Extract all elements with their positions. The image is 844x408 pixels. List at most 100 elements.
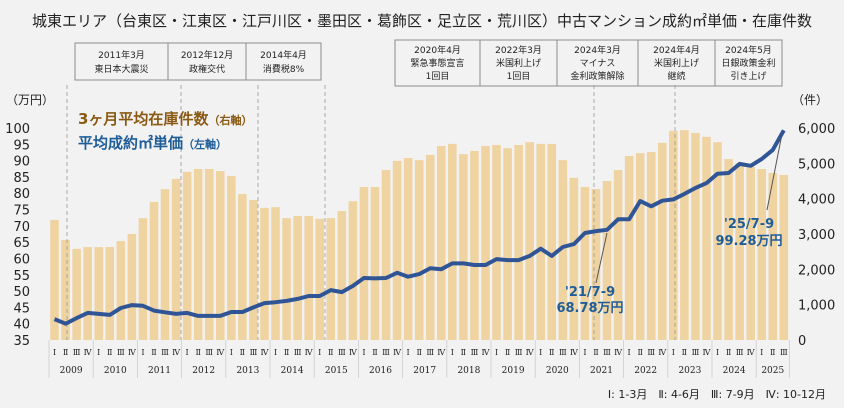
bar-inventory <box>503 148 512 340</box>
line-series-price <box>53 129 786 326</box>
quarter-tick: Ⅰ <box>230 348 233 357</box>
event-label: 米国利上げ <box>654 57 699 69</box>
event-label: 1回目 <box>507 71 531 82</box>
quarter-tick: Ⅳ <box>747 348 756 357</box>
quarter-tick: Ⅲ <box>382 348 390 357</box>
quarter-tick: Ⅱ <box>726 348 731 357</box>
annotation-leader-2025 <box>766 133 783 211</box>
event-date: 2012年12月 <box>181 49 233 61</box>
bar-inventory <box>536 143 546 340</box>
quarter-tick: Ⅱ <box>416 348 421 357</box>
bar-inventory <box>204 168 214 340</box>
bar-inventory <box>260 207 269 340</box>
right-axis-tick: 2,000 <box>798 263 835 278</box>
left-axis-tick: 100 <box>5 122 30 137</box>
right-axis-tick: 3,000 <box>798 228 835 243</box>
left-axis-tick: 80 <box>13 187 30 202</box>
quarter-tick: Ⅱ <box>151 348 156 357</box>
bar-inventory <box>359 187 369 340</box>
bar-inventory <box>425 154 435 340</box>
bar-inventory <box>713 142 722 340</box>
bar-inventory <box>392 160 402 340</box>
year-label: 2010 <box>104 366 127 376</box>
quarter-tick: Ⅰ <box>716 348 719 357</box>
bar-inventory <box>182 171 192 340</box>
year-label: 2022 <box>634 366 657 376</box>
bar-inventory <box>160 189 170 340</box>
event-label: 米国利上げ <box>496 57 541 69</box>
bar-inventory <box>680 130 689 340</box>
left-axis-tick: 55 <box>13 269 30 284</box>
quarter-tick: Ⅰ <box>451 348 454 357</box>
event-date: 2024年4月 <box>653 44 700 56</box>
quarter-tick: Ⅲ <box>692 348 700 357</box>
quarter-tick: Ⅲ <box>426 348 434 357</box>
quarter-tick: Ⅰ <box>407 348 410 357</box>
event-date: 2014年4月 <box>260 49 307 61</box>
quarter-tick: Ⅰ <box>53 348 56 357</box>
annotation-2021-value: 68.78万円 <box>556 301 623 316</box>
quarter-tick: Ⅲ <box>117 348 125 357</box>
legend-inventory: 3ヶ月平均在庫件数（右軸） <box>78 110 252 128</box>
quarter-tick: Ⅱ <box>284 348 289 357</box>
quarter-tick: Ⅱ <box>195 348 200 357</box>
quarter-tick: Ⅳ <box>349 348 358 357</box>
right-axis-tick: 5,000 <box>798 157 835 172</box>
event-boxes: 2011年3月東日本大震災2012年12月政権交代2014年4月消費税8%202… <box>74 39 783 87</box>
year-label: 2012 <box>192 366 215 376</box>
quarter-tick: Ⅳ <box>305 348 314 357</box>
bar-inventory <box>757 168 767 340</box>
year-label: 2013 <box>236 366 259 376</box>
bar-inventory <box>779 174 789 340</box>
bar-inventory <box>215 171 225 340</box>
bar-inventory <box>436 146 446 340</box>
year-label: 2020 <box>546 366 569 376</box>
event-label: 引き上げ <box>730 71 766 82</box>
event-date: 2020年4月 <box>414 44 461 56</box>
right-axis-tick: 0 <box>798 334 806 349</box>
quarter-tick: Ⅱ <box>372 348 377 357</box>
quarter-tick: Ⅳ <box>128 348 137 357</box>
bar-inventory <box>249 200 258 340</box>
left-axis-tick: 35 <box>13 334 30 349</box>
bar-inventory <box>746 166 755 340</box>
quarter-tick: Ⅲ <box>603 348 611 357</box>
year-label: 2019 <box>502 366 525 376</box>
quarter-tick: Ⅱ <box>637 348 642 357</box>
year-label: 2017 <box>413 366 436 376</box>
quarter-tick: Ⅰ <box>141 348 144 357</box>
bar-inventory <box>669 130 678 340</box>
year-label: 2024 <box>723 366 746 376</box>
quarter-tick: Ⅰ <box>274 348 277 357</box>
quarter-tick: Ⅱ <box>505 348 510 357</box>
quarter-tick: Ⅳ <box>658 348 667 357</box>
event-label: 日銀政策金利 <box>721 57 775 69</box>
event-date: 2022年3月 <box>495 44 542 56</box>
right-axis-tick: 1,000 <box>798 299 835 314</box>
bar-inventory <box>370 187 380 340</box>
quarter-tick: Ⅱ <box>682 348 687 357</box>
left-axis-tick: 40 <box>13 318 30 333</box>
bar-inventory <box>448 143 457 340</box>
quarter-tick: Ⅲ <box>250 348 258 357</box>
quarter-tick: Ⅱ <box>770 348 775 357</box>
quarter-tick: Ⅳ <box>570 348 579 357</box>
event-label: マイナス <box>580 58 616 69</box>
event-label: 1回目 <box>426 71 450 82</box>
bar-inventory <box>127 234 137 340</box>
right-axis-tick: 4,000 <box>798 193 835 208</box>
year-label: 2018 <box>457 366 480 376</box>
bar-inventory <box>547 143 557 340</box>
bar-inventory <box>691 132 700 340</box>
quarter-tick: Ⅰ <box>97 348 100 357</box>
quarter-tick: Ⅱ <box>240 348 245 357</box>
quarter-tick: Ⅱ <box>593 348 598 357</box>
quarter-tick: Ⅳ <box>526 348 535 357</box>
bar-inventory <box>459 154 468 340</box>
left-axis-tick: 85 <box>13 171 30 186</box>
